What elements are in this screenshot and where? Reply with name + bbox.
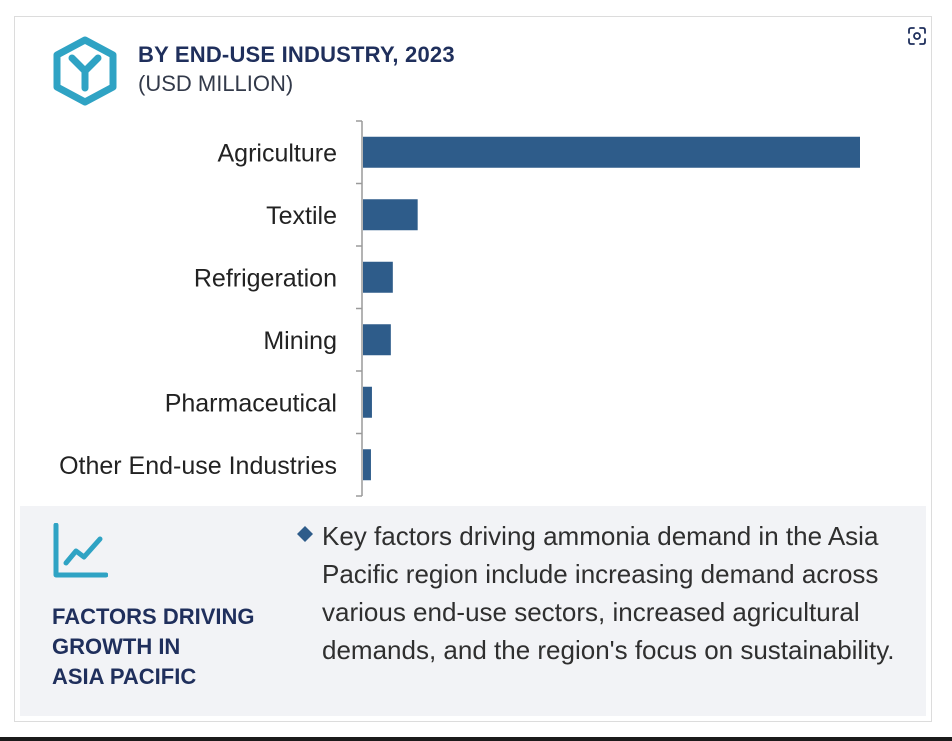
factors-text: Key factors driving ammonia demand in th…: [322, 521, 895, 665]
line-chart-icon: [53, 523, 108, 578]
scan-icon: [908, 27, 926, 45]
bottom-rule: [0, 737, 952, 741]
bar-mining: [363, 324, 391, 356]
scan-button[interactable]: [903, 22, 931, 50]
hexagon-y-logo-icon: [53, 36, 117, 106]
bar-other-end-use-industries: [363, 449, 371, 481]
category-label: Agriculture: [218, 139, 338, 167]
category-label: Refrigeration: [194, 264, 337, 292]
chart-subtitle: (USD MILLION): [138, 71, 294, 96]
bar-agriculture: [363, 136, 860, 168]
bar-refrigeration: [363, 261, 393, 293]
category-label: Other End-use Industries: [59, 452, 337, 480]
bar-chart: Agriculture Textile Refrigeration Mining Pha…: [59, 120, 860, 497]
category-label: Mining: [263, 327, 337, 355]
diamond-bullet-icon: [297, 526, 313, 542]
chart-title: BY END-USE INDUSTRY, 2023: [138, 42, 455, 67]
factors-heading: FACTORS DRIVING GROWTH IN ASIA PACIFIC: [52, 604, 255, 689]
bar-textile: [363, 199, 418, 231]
bar-pharmaceutical: [363, 386, 372, 418]
factors-panel: [20, 506, 926, 716]
category-label: Pharmaceutical: [165, 389, 337, 417]
category-label: Textile: [266, 202, 337, 230]
